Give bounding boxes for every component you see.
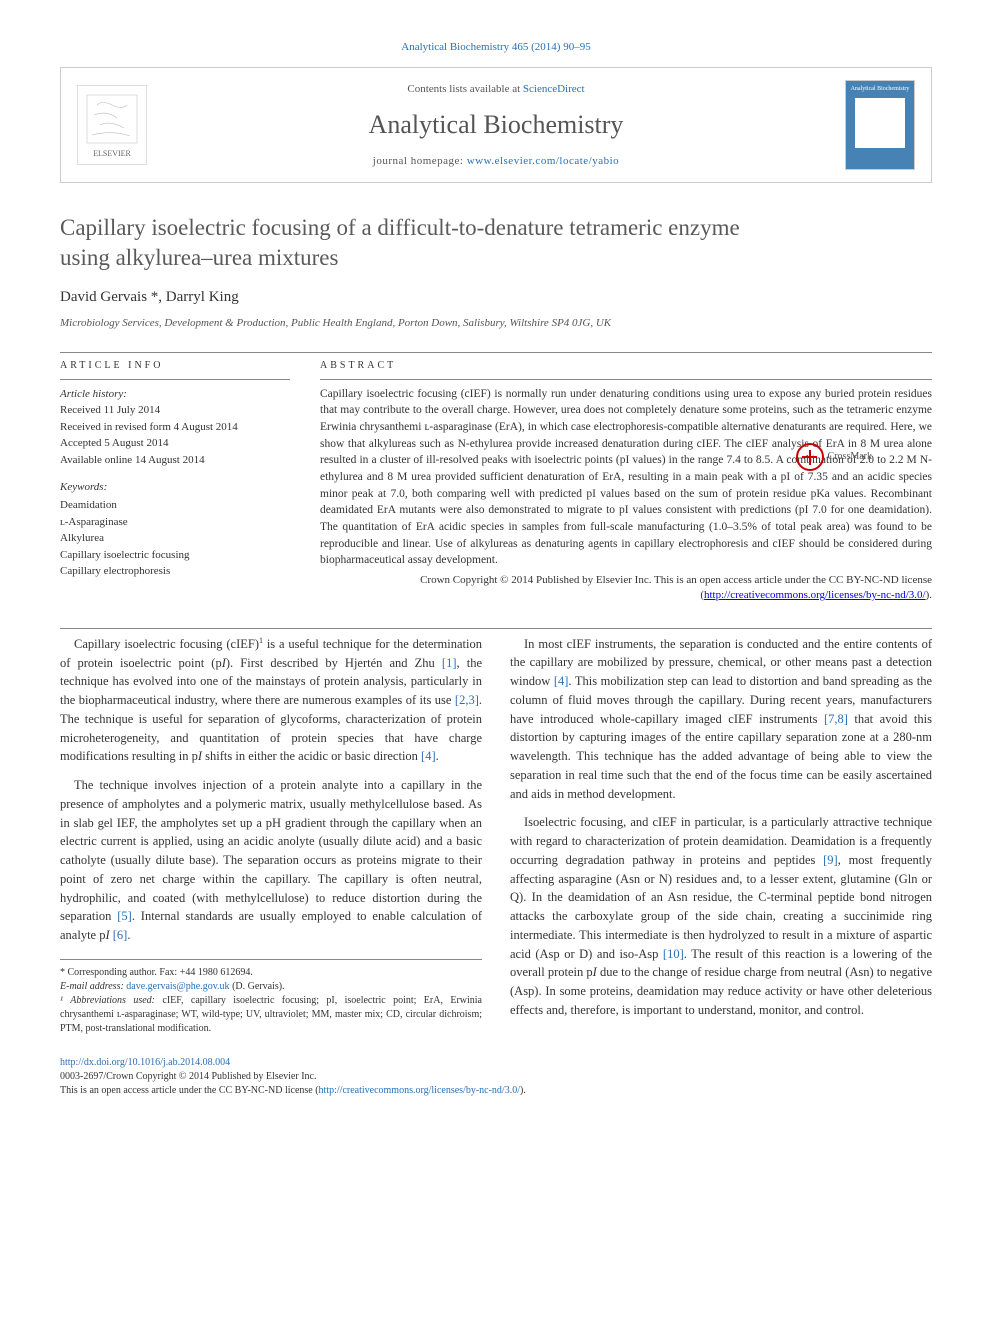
- footer-license-link[interactable]: http://creativecommons.org/licenses/by-n…: [319, 1085, 520, 1096]
- abbr-label: ¹ Abbreviations used:: [60, 995, 155, 1006]
- abbreviations: ¹ Abbreviations used: cIEF, capillary is…: [60, 994, 482, 1036]
- homepage-prefix: journal homepage:: [373, 155, 467, 167]
- rule-abstract: [320, 379, 932, 380]
- sciencedirect-link[interactable]: ScienceDirect: [523, 83, 585, 95]
- cover-title: Analytical Biochemistry: [851, 85, 910, 93]
- contents-prefix: Contents lists available at: [407, 83, 522, 95]
- issn-line: 0003-2697/Crown Copyright © 2014 Publish…: [60, 1070, 932, 1084]
- email-line: E-mail address: dave.gervais@phe.gov.uk …: [60, 980, 482, 994]
- email-label: E-mail address:: [60, 981, 124, 992]
- corresponding-author: * Corresponding author. Fax: +44 1980 61…: [60, 966, 482, 980]
- doi-link[interactable]: http://dx.doi.org/10.1016/j.ab.2014.08.0…: [60, 1056, 932, 1070]
- article-title: Capillary isoelectric focusing of a diff…: [60, 213, 780, 273]
- ref-link[interactable]: [6]: [113, 928, 128, 942]
- ref-link[interactable]: [4]: [421, 749, 436, 763]
- top-reference: Analytical Biochemistry 465 (2014) 90–95: [60, 40, 932, 55]
- keyword: Alkylurea: [60, 532, 104, 544]
- ref-link[interactable]: [2,3]: [455, 693, 479, 707]
- crown-copyright-line: Crown Copyright © 2014 Published by Else…: [320, 573, 932, 604]
- article-info-column: ARTICLE INFO Article history: Received 1…: [60, 359, 290, 604]
- crossmark-label: CrossMark: [828, 450, 872, 464]
- cover-image-placeholder: [855, 98, 905, 148]
- footer-license-line: This is an open access article under the…: [60, 1084, 932, 1098]
- crown-suffix: ).: [926, 589, 932, 601]
- license-link[interactable]: http://creativecommons.org/licenses/by-n…: [704, 589, 926, 601]
- rule-info: [60, 379, 290, 380]
- keyword: Capillary electrophoresis: [60, 565, 170, 577]
- ref-link[interactable]: [7,8]: [824, 712, 848, 726]
- elsevier-logo: ELSEVIER: [77, 85, 147, 165]
- license-suffix: ).: [520, 1085, 526, 1096]
- abstract-text: Capillary isoelectric focusing (cIEF) is…: [320, 386, 932, 569]
- homepage-link[interactable]: www.elsevier.com/locate/yabio: [467, 155, 619, 167]
- authors: David Gervais *, Darryl King: [60, 287, 932, 308]
- footnotes: * Corresponding author. Fax: +44 1980 61…: [60, 959, 482, 1036]
- body-text: Capillary isoelectric focusing (cIEF)1 i…: [60, 635, 932, 1036]
- ref-link[interactable]: [5]: [117, 909, 132, 923]
- article-info-head: ARTICLE INFO: [60, 359, 290, 373]
- keywords-list: Deamidation ʟ-Asparaginase Alkylurea Cap…: [60, 497, 290, 580]
- body-p4: Isoelectric focusing, and cIEF in partic…: [510, 815, 932, 1017]
- crossmark-badge[interactable]: CrossMark: [796, 443, 872, 471]
- keywords-label: Keywords:: [60, 480, 290, 495]
- body-p3: In most cIEF instruments, the separation…: [510, 637, 932, 801]
- svg-text:ELSEVIER: ELSEVIER: [93, 149, 131, 158]
- history-line: Available online 14 August 2014: [60, 454, 205, 466]
- article-history: Article history: Received 11 July 2014 R…: [60, 386, 290, 469]
- ref-link[interactable]: [4]: [554, 674, 569, 688]
- journal-homepage-line: journal homepage: www.elsevier.com/locat…: [147, 154, 845, 169]
- email-link[interactable]: dave.gervais@phe.gov.uk: [126, 981, 229, 992]
- email-suffix: (D. Gervais).: [232, 981, 284, 992]
- history-line: Received 11 July 2014: [60, 404, 160, 416]
- abstract-head: ABSTRACT: [320, 359, 932, 373]
- keyword: Deamidation: [60, 499, 117, 511]
- masthead-center: Contents lists available at ScienceDirec…: [147, 82, 845, 169]
- body-paragraph: In most cIEF instruments, the separation…: [510, 635, 932, 804]
- crossmark-icon: [796, 443, 824, 471]
- journal-cover-thumbnail: Analytical Biochemistry: [845, 80, 915, 170]
- masthead: ELSEVIER Contents lists available at Sci…: [60, 67, 932, 183]
- contents-available-line: Contents lists available at ScienceDirec…: [147, 82, 845, 97]
- ref-link[interactable]: [9]: [823, 853, 838, 867]
- license-prefix: This is an open access article under the…: [60, 1085, 319, 1096]
- page-footer: http://dx.doi.org/10.1016/j.ab.2014.08.0…: [60, 1056, 932, 1098]
- body-p1: Capillary isoelectric focusing (cIEF)1 i…: [60, 637, 482, 764]
- ref-link[interactable]: [1]: [442, 656, 457, 670]
- abstract-column: ABSTRACT Capillary isoelectric focusing …: [320, 359, 932, 604]
- rule-bottom-abstract: [60, 628, 932, 629]
- history-line: Accepted 5 August 2014: [60, 437, 168, 449]
- body-p2: The technique involves injection of a pr…: [60, 778, 482, 942]
- keyword: ʟ-Asparaginase: [60, 516, 128, 528]
- history-line: Received in revised form 4 August 2014: [60, 421, 238, 433]
- body-paragraph: Isoelectric focusing, and cIEF in partic…: [510, 813, 932, 1019]
- affiliation: Microbiology Services, Development & Pro…: [60, 316, 932, 331]
- history-label: Article history:: [60, 388, 127, 400]
- rule-top: [60, 352, 932, 353]
- body-paragraph: Capillary isoelectric focusing (cIEF)1 i…: [60, 635, 482, 766]
- keyword: Capillary isoelectric focusing: [60, 549, 190, 561]
- journal-name: Analytical Biochemistry: [147, 107, 845, 143]
- ref-link[interactable]: [10]: [663, 947, 684, 961]
- body-paragraph: The technique involves injection of a pr…: [60, 776, 482, 945]
